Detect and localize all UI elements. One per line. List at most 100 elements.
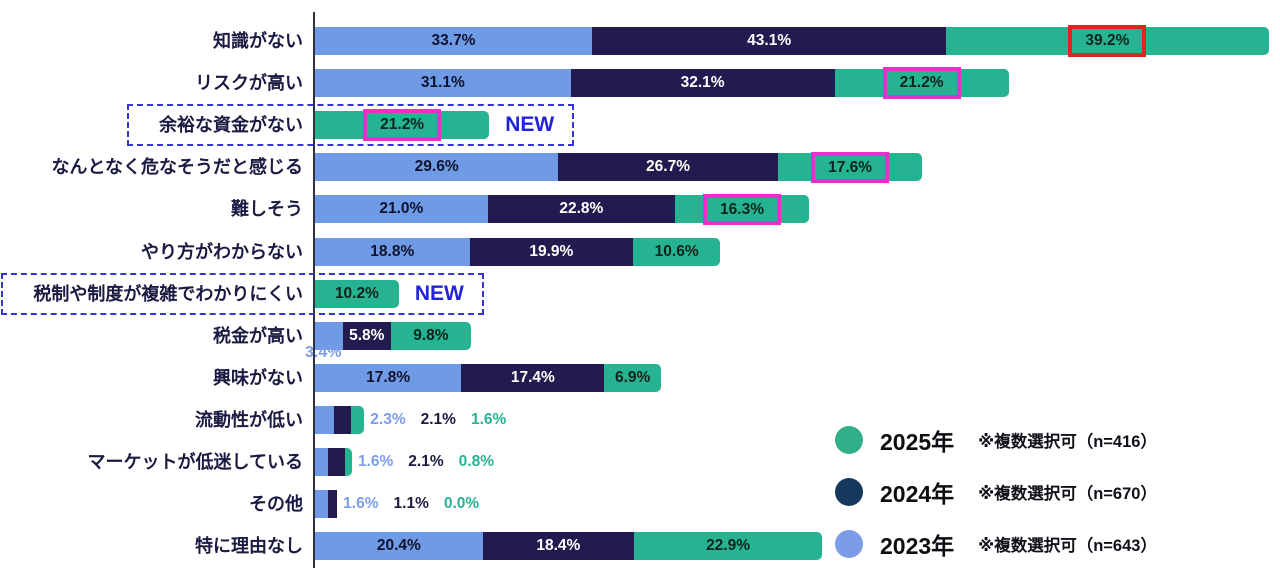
chart-row: やり方がわからない 18.8% 19.9% 10.6% xyxy=(0,237,1280,266)
value-label: 29.6% xyxy=(414,158,459,176)
category-label: 税金が高い xyxy=(0,322,303,350)
legend-note: ※複数選択可（n=643） xyxy=(978,537,1157,555)
bar-segment-2024: 22.8% xyxy=(487,195,676,224)
legend-item: 2023年 ※複数選択可（n=643） xyxy=(835,518,1157,570)
bar-segment-2024 xyxy=(328,448,346,476)
legend-year: 2024年 xyxy=(880,481,955,507)
bar-segment-2025: 16.3% xyxy=(675,193,809,226)
category-label-text: やり方がわからない xyxy=(141,241,303,262)
value-highlight-box: 16.3% xyxy=(703,193,781,226)
value-label: 33.7% xyxy=(431,32,476,49)
category-label: その他 xyxy=(0,490,303,518)
bar-group: 2.3% 2.1% 1.6% xyxy=(315,405,507,434)
bar-segment-2025: 10.6% xyxy=(633,237,721,266)
bar-segment-2023: 20.4% xyxy=(315,532,483,561)
category-label-text: 流動性が低い xyxy=(195,409,303,430)
legend-swatch-2025 xyxy=(835,426,863,454)
bar-segment-2023: 29.6% xyxy=(315,153,559,182)
category-label-text: 難しそう xyxy=(231,199,303,220)
bar-group: 17.8% 17.4% 6.9% xyxy=(315,363,662,392)
category-label-text: 興味がない xyxy=(213,367,303,388)
category-label: やり方がわからない xyxy=(0,238,303,266)
chart-row: その他 1.6% 1.1% 0.0% xyxy=(0,490,1280,519)
value-label: 17.4% xyxy=(510,368,555,386)
chart-row: マーケットが低迷している 1.6% 2.1% 0.8% xyxy=(0,448,1280,476)
value-label: 10.2% xyxy=(334,284,379,302)
chart-row: 特に理由なし 20.4% 18.4% 22.9% xyxy=(0,532,1280,561)
bar-group: 31.1% 32.1% 21.2% xyxy=(315,67,1009,99)
value-label: 18.8% xyxy=(370,242,415,260)
category-label: 余裕な資金がない xyxy=(0,111,303,139)
value-label-2024: 2.1% xyxy=(420,410,456,428)
category-label-text: マーケットが低迷している xyxy=(87,452,303,472)
value-label: 19.9% xyxy=(529,242,574,260)
value-label-2025: 0.0% xyxy=(443,495,480,513)
value-highlight-box: 17.6% xyxy=(811,151,890,184)
value-label: 43.1% xyxy=(747,32,792,49)
bar-segment-2025: 9.8% xyxy=(390,321,472,350)
category-label: 難しそう xyxy=(0,195,303,223)
bar-segment-2023: 21.0% xyxy=(315,195,488,224)
bar-segment-2024 xyxy=(333,405,352,434)
bar-group: 18.8% 19.9% 10.6% xyxy=(315,237,721,266)
value-label: 32.1% xyxy=(680,74,725,92)
category-label-text: 余裕な資金がない xyxy=(159,115,303,136)
outside-value-labels: 1.6% 2.1% 0.8% xyxy=(358,448,494,476)
bar-group: 21.0% 22.8% 16.3% xyxy=(315,193,809,226)
category-label: マーケットが低迷している xyxy=(0,448,303,476)
bar-group: 20.4% 18.4% 22.9% xyxy=(315,532,823,561)
chart-row: 税金が高い 5.8% 9.8% 3.4% xyxy=(0,321,1280,361)
value-label: 22.9% xyxy=(706,537,751,555)
chart-row: 興味がない 17.8% 17.4% 6.9% xyxy=(0,363,1280,392)
bar-group: 10.2% xyxy=(315,279,399,308)
value-label-2023: 2.3% xyxy=(370,410,406,428)
category-label-text: リスクが高い xyxy=(195,73,303,94)
value-highlight-box: 21.2% xyxy=(882,67,961,99)
new-dashed-outline xyxy=(1,272,484,315)
chart-row: リスクが高い 31.1% 32.1% 21.2% xyxy=(0,67,1280,99)
value-label-2025: 1.6% xyxy=(470,410,507,428)
legend-note: ※複数選択可（n=416） xyxy=(978,433,1157,451)
bar-segment-2025: 6.9% xyxy=(604,363,662,392)
chart-row: 税制や制度が複雑でわかりにくい 10.2% NEW xyxy=(0,279,1280,308)
value-label-2023-below: 3.4% xyxy=(305,343,342,361)
category-label: 流動性が低い xyxy=(0,406,303,434)
category-label-text: 特に理由なし xyxy=(195,536,303,557)
bar-segment-2025: 21.2% xyxy=(834,67,1009,99)
category-label: 税制や制度が複雑でわかりにくい xyxy=(0,280,303,308)
bar-segment-2024: 18.4% xyxy=(482,532,634,561)
bar-segment-2024: 43.1% xyxy=(592,27,947,55)
bar-segment-2025: 10.2% xyxy=(315,279,399,308)
value-label-2025: 0.8% xyxy=(458,453,494,470)
outside-value-labels: 1.6% 1.1% 0.0% xyxy=(343,490,479,518)
bar-segment-2023: 18.8% xyxy=(315,237,470,266)
bar-segment-2023 xyxy=(315,321,343,350)
bar-segment-2023 xyxy=(315,448,329,476)
value-label: 20.4% xyxy=(376,537,421,555)
bar-group: 33.7% 43.1% 39.2% xyxy=(315,25,1269,57)
value-label-2023: 1.6% xyxy=(343,495,379,513)
bar-segment-2024: 5.8% xyxy=(342,321,391,350)
value-label: 6.9% xyxy=(615,368,651,386)
bar-segment-2024: 26.7% xyxy=(558,153,778,182)
bar-segment-2024: 19.9% xyxy=(469,237,634,266)
chart-row: 余裕な資金がない 21.2% NEW xyxy=(0,109,1280,141)
bar-segment-2025 xyxy=(345,448,352,476)
category-label: 興味がない xyxy=(0,364,303,392)
chart-row: 難しそう 21.0% 22.8% 16.3% xyxy=(0,193,1280,226)
category-label: 知識がない xyxy=(0,27,303,55)
bar-segment-2023: 33.7% xyxy=(315,27,592,55)
value-highlight-box: 39.2% xyxy=(1068,25,1147,57)
legend: 2025年 ※複数選択可（n=416） 2024年 ※複数選択可（n=670） 2023… xyxy=(835,414,1157,570)
bar-segment-2024 xyxy=(328,490,338,519)
legend-year: 2025年 xyxy=(880,429,955,455)
new-dashed-outline xyxy=(127,104,575,147)
bar-segment-2025: 17.6% xyxy=(777,151,923,184)
bar-group: 5.8% 9.8% xyxy=(315,321,472,350)
value-label: 26.7% xyxy=(646,158,690,176)
category-label-text: 税金が高い xyxy=(213,325,303,346)
category-label: リスクが高い xyxy=(0,69,303,97)
value-label: 10.6% xyxy=(654,242,699,260)
legend-note: ※複数選択可（n=670） xyxy=(978,485,1157,503)
